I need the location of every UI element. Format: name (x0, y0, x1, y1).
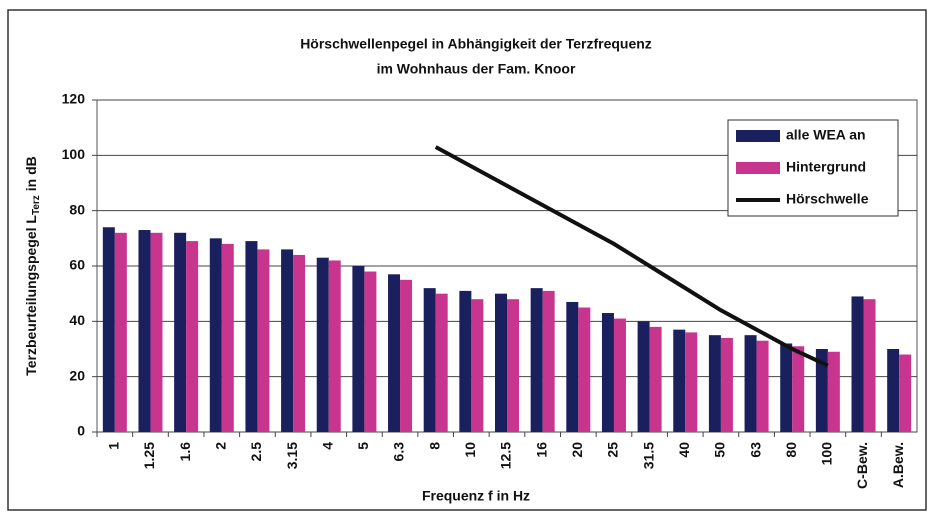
y-axis-label: Terzbeurteilungspegel LTerz in dB (23, 156, 42, 376)
bar (780, 343, 793, 432)
y-tick-label: 120 (62, 91, 86, 107)
y-label-main: Terzbeurteilungspegel L (23, 215, 39, 376)
line (434, 145, 829, 368)
bar (328, 260, 341, 432)
x-tick-label: 1 (106, 442, 122, 450)
bar (815, 349, 828, 432)
bar (851, 296, 864, 432)
x-tick-label: 3.15 (284, 442, 300, 469)
bar (400, 279, 413, 432)
y-tick-label: 0 (77, 423, 85, 439)
x-tick-label: 5 (355, 442, 371, 450)
chart-subtitle: im Wohnhaus der Fam. Knoor (377, 61, 576, 77)
y-tick-label: 60 (69, 257, 85, 273)
x-tick-label: 63 (747, 442, 763, 458)
bar (352, 266, 365, 432)
x-axis-label: Frequenz f in Hz (422, 488, 530, 504)
bar (471, 299, 484, 432)
bar (150, 232, 163, 432)
x-tick-label: C-Bew. (854, 442, 870, 489)
bar (102, 227, 115, 432)
bar (744, 335, 757, 432)
bar (792, 346, 805, 432)
bar (863, 299, 876, 432)
bar (221, 243, 234, 432)
bar (388, 274, 401, 432)
bar (720, 337, 733, 432)
x-tick-label: 100 (819, 442, 835, 466)
x-tick-label: 12.5 (498, 442, 514, 469)
x-tick-label: 16 (533, 442, 549, 458)
bar (507, 299, 519, 432)
bar (293, 254, 306, 432)
bar (649, 326, 662, 432)
bar (566, 301, 579, 432)
bar (578, 307, 591, 432)
bar (756, 340, 769, 432)
bar (174, 232, 187, 432)
bar (601, 313, 614, 432)
bar (685, 332, 698, 432)
bar (114, 232, 127, 432)
bar (613, 318, 626, 432)
bar (138, 230, 151, 432)
bar (530, 288, 543, 432)
legend-label: Hörschwelle (786, 191, 869, 207)
x-tick-label: 4 (319, 442, 335, 450)
legend-label: alle WEA an (786, 127, 866, 143)
bar (423, 288, 436, 432)
y-label-unit: in dB (23, 156, 39, 191)
x-tick-label: 80 (783, 442, 799, 458)
x-tick-label: 8 (426, 442, 442, 450)
bar (257, 249, 270, 432)
bar (887, 349, 900, 432)
x-tick-label: A.Bew. (890, 442, 906, 488)
bar (899, 354, 912, 432)
y-tick-label: 20 (69, 367, 85, 383)
bar (459, 290, 472, 432)
x-tick-label: 2 (212, 442, 228, 450)
x-tick-label: 6.3 (391, 442, 407, 462)
chart-title: Hörschwellenpegel in Abhängigkeit der Te… (300, 36, 652, 52)
x-tick-label: 40 (676, 442, 692, 458)
bar (673, 329, 686, 432)
x-tick-label: 1.6 (177, 442, 193, 462)
bar (542, 290, 555, 432)
y-label-sub: Terz (31, 195, 42, 215)
bar (435, 293, 448, 432)
x-tick-label: 25 (605, 442, 621, 458)
x-tick-label: 31.5 (640, 442, 656, 469)
y-tick-label: 100 (62, 146, 86, 162)
y-tick-label: 40 (69, 312, 85, 328)
x-tick-label: 10 (462, 442, 478, 458)
x-tick-label: 50 (712, 442, 728, 458)
bar (637, 321, 650, 432)
bar (708, 335, 721, 432)
x-tick-label: 20 (569, 442, 585, 458)
x-tick-label: 1.25 (141, 442, 157, 469)
y-tick-label: 80 (69, 201, 85, 217)
legend-swatch (736, 162, 780, 174)
bar (209, 238, 222, 432)
x-tick-label: 2.5 (248, 442, 264, 462)
bar (281, 249, 294, 432)
bar (245, 241, 258, 432)
bar (316, 257, 329, 432)
legend-label: Hintergrund (786, 159, 866, 175)
bar (364, 271, 377, 432)
bar (186, 241, 199, 432)
bar (827, 351, 840, 432)
legend-swatch (736, 130, 780, 142)
bar (495, 293, 507, 432)
